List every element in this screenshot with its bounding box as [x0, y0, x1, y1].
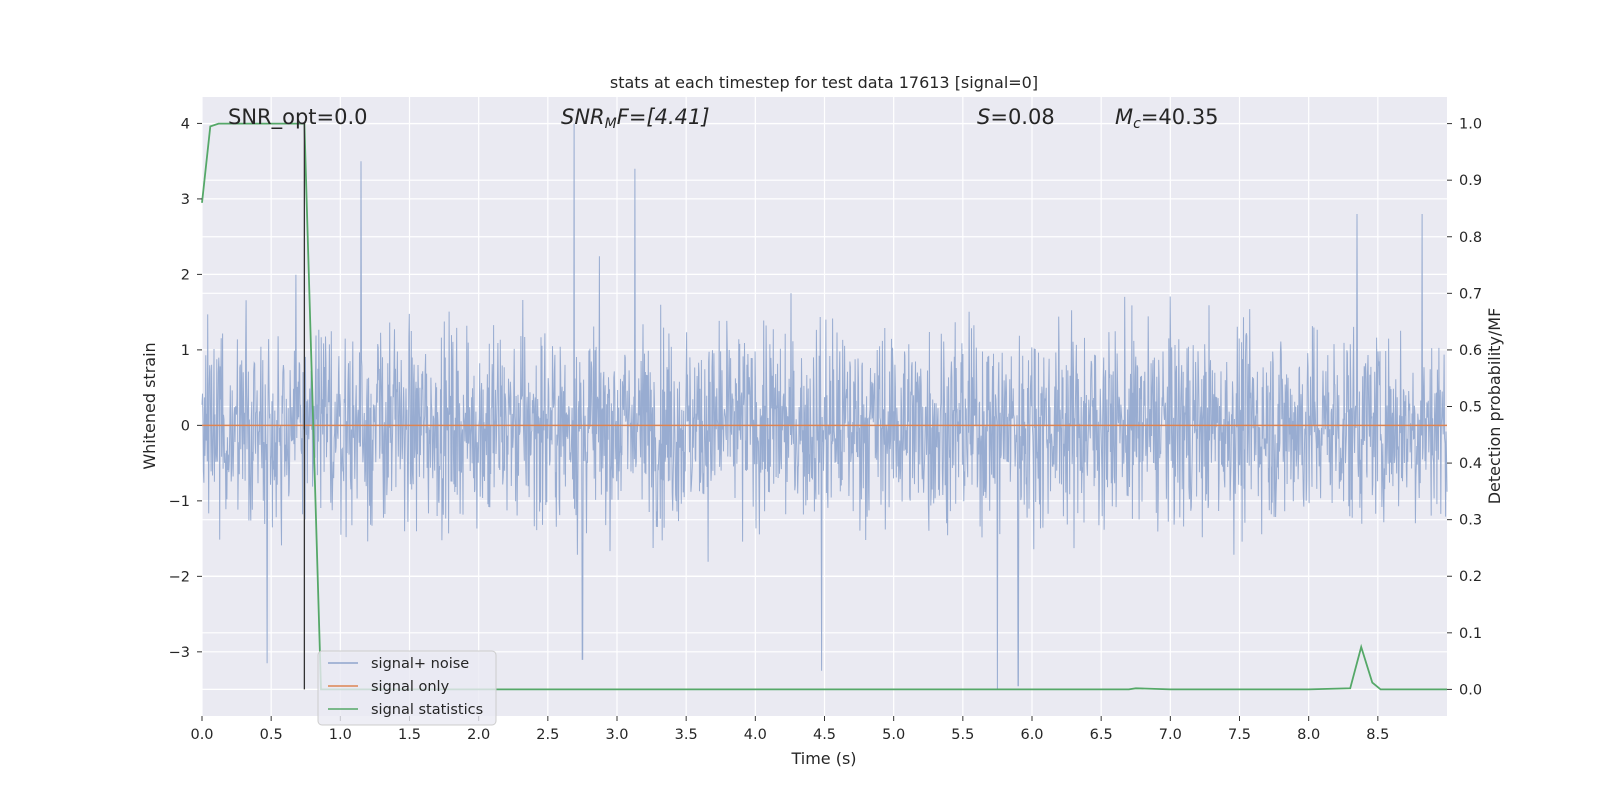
annotation-snr-mf-rest: F=[4.41]: [617, 105, 710, 129]
x-tick-label: 3.0: [605, 727, 628, 743]
y-left-tick-label: −2: [169, 569, 190, 585]
y-right-tick-label: 0.9: [1459, 173, 1482, 189]
x-tick-label: 5.0: [882, 727, 905, 743]
y-left-tick-label: 2: [181, 267, 190, 283]
x-axis-label: Time (s): [790, 749, 856, 768]
x-ticks: 0.0 0.5 1.0 1.5 2.0 2.5 3.0 3.5 4.0 4.5 5.0 5.5 6.0 6…: [190, 716, 1389, 743]
y-right-tick-label: 0.3: [1459, 513, 1482, 529]
x-tick-label: 0.5: [260, 727, 283, 743]
x-tick-label: 1.5: [398, 727, 421, 743]
y-right-ticks: 0.0 0.1 0.2 0.3 0.4 0.5 0.6 0.7 0.8 0.9 1.0: [1447, 117, 1482, 698]
y-right-tick-label: 0.4: [1459, 456, 1482, 472]
annotation-mc-rest: =40.35: [1141, 105, 1219, 129]
x-tick-label: 5.5: [951, 727, 974, 743]
y-right-tick-label: 0.2: [1459, 569, 1482, 585]
y-right-tick-label: 1.0: [1459, 117, 1482, 133]
x-tick-label: 6.5: [1090, 727, 1113, 743]
x-tick-label: 2.0: [467, 727, 490, 743]
x-tick-label: 1.0: [329, 727, 352, 743]
annotation-snr-mf: SNRMF=[4.41]: [561, 105, 710, 132]
y-right-tick-label: 0.1: [1459, 626, 1482, 642]
y-left-axis-label: Whitened strain: [140, 342, 159, 469]
y-left-tick-label: 3: [181, 192, 190, 208]
x-tick-label: 0.0: [190, 727, 213, 743]
x-tick-label: 2.5: [536, 727, 559, 743]
annotation-s-stat-rest: =0.08: [990, 105, 1054, 129]
x-tick-label: 4.0: [744, 727, 767, 743]
signal-noise-line: [201, 123, 1448, 690]
y-left-tick-label: −3: [169, 645, 190, 661]
annotation-mc-main: M: [1115, 105, 1133, 129]
y-left-tick-label: 1: [181, 343, 190, 359]
x-tick-label: 6.0: [1020, 727, 1043, 743]
legend-label-signal-only: signal only: [371, 679, 450, 695]
legend-label-signal-statistics: signal statistics: [371, 702, 483, 718]
x-tick-label: 8.0: [1297, 727, 1320, 743]
chart-title: stats at each timestep for test data 176…: [610, 73, 1038, 92]
annotation-s-stat-main: S: [977, 105, 990, 129]
legend: signal+ noise signal only signal statist…: [317, 650, 497, 726]
y-right-tick-label: 0.5: [1459, 400, 1482, 416]
x-tick-label: 4.5: [813, 727, 836, 743]
annotation-mc-sub: c: [1133, 116, 1141, 132]
x-tick-label: 7.5: [1228, 727, 1251, 743]
y-left-tick-label: 0: [181, 418, 190, 434]
x-tick-label: 3.5: [675, 727, 698, 743]
y-right-tick-label: 0.6: [1459, 343, 1482, 359]
legend-box: [317, 650, 497, 726]
y-left-ticks: −3 −2 −1 0 1 2 3 4: [169, 116, 202, 661]
annotation-mc: Mc=40.35: [1115, 105, 1219, 132]
annotation-snr-mf-main: SNR: [561, 105, 605, 129]
x-tick-label: 8.5: [1366, 727, 1389, 743]
y-right-tick-label: 0.8: [1459, 230, 1482, 246]
y-right-tick-label: 0.7: [1459, 286, 1482, 302]
annotation-s-stat: S=0.08: [977, 105, 1055, 129]
legend-label-signal-noise: signal+ noise: [371, 656, 469, 672]
annotation-snr-opt: SNR_opt=0.0: [228, 105, 368, 130]
y-left-tick-label: −1: [169, 494, 190, 510]
y-right-axis-label: Detection probability/MF: [1485, 308, 1504, 505]
y-right-tick-label: 0.0: [1459, 682, 1482, 698]
x-tick-label: 7.0: [1159, 727, 1182, 743]
annotation-snr-mf-sub: M: [605, 116, 617, 132]
series-signal-noise: [201, 123, 1448, 690]
y-left-tick-label: 4: [181, 116, 190, 132]
